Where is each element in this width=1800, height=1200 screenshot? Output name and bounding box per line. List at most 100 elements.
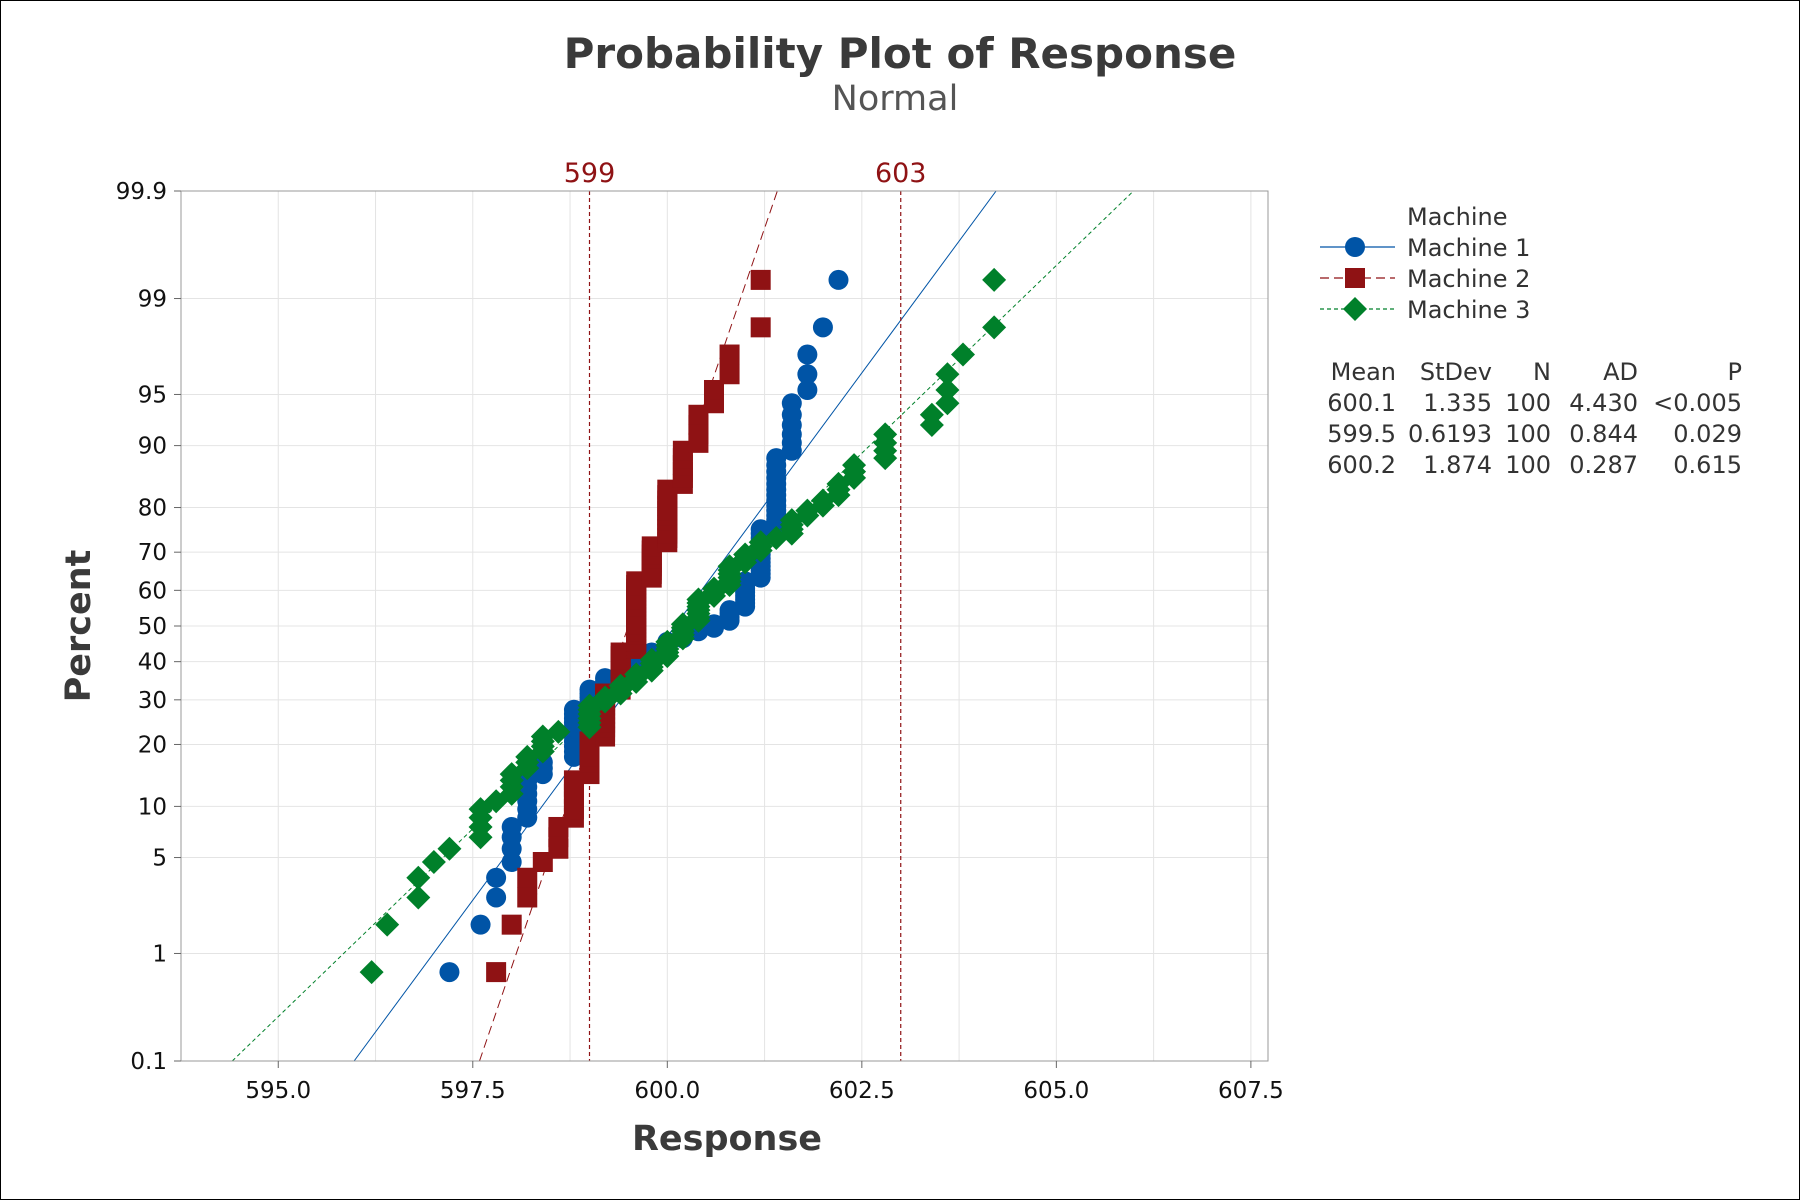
data-point-machine-2	[626, 571, 647, 592]
data-point-machine-1	[812, 317, 833, 338]
data-point-machine-2	[703, 379, 724, 400]
data-point-machine-2	[563, 770, 584, 791]
data-point-machine-2	[579, 731, 600, 752]
data-point-machine-3	[359, 960, 384, 985]
data-point-machine-1	[703, 614, 724, 635]
data-point-machine-3	[499, 762, 524, 787]
stats-header: Mean	[1331, 358, 1396, 386]
y-tick-label: 95	[138, 382, 167, 408]
data-point-machine-1	[828, 269, 849, 290]
legend-marker-machine-2	[1345, 268, 1365, 288]
reference-line-label: 603	[875, 158, 927, 189]
stats-cell: 0.029	[1673, 420, 1742, 448]
stats-cell: 4.430	[1569, 389, 1638, 417]
data-point-machine-2	[719, 364, 740, 385]
stats-cell: 1.335	[1423, 389, 1492, 417]
data-point-machine-1	[486, 867, 507, 888]
data-point-machine-3	[873, 422, 898, 447]
data-point-machine-1	[486, 887, 507, 908]
x-tick-label: 607.5	[1218, 1078, 1284, 1104]
legend-label-machine-2: Machine 2	[1407, 265, 1530, 293]
stats-header: StDev	[1420, 358, 1492, 386]
data-point-machine-1	[719, 600, 740, 621]
stats-cell: 600.1	[1327, 389, 1396, 417]
data-point-machine-3	[406, 865, 431, 890]
data-point-machine-1	[470, 914, 491, 935]
data-point-machine-1	[595, 668, 616, 689]
data-point-machine-2	[610, 642, 631, 663]
stats-cell: 0.844	[1569, 420, 1638, 448]
legend-title: Machine	[1407, 203, 1507, 231]
x-tick-label: 602.5	[829, 1078, 895, 1104]
y-tick-label: 99.9	[116, 179, 167, 205]
data-point-machine-2	[641, 536, 662, 557]
legend-marker-machine-1	[1345, 237, 1365, 257]
data-point-machine-2	[657, 479, 678, 500]
data-point-machine-2	[672, 440, 693, 461]
y-tick-label: 60	[138, 578, 167, 604]
x-axis-label: Response	[632, 1119, 822, 1159]
y-tick-label: 5	[152, 846, 167, 872]
data-point-machine-2	[750, 269, 771, 290]
data-point-machine-1	[781, 393, 802, 414]
data-point-machine-1	[750, 519, 771, 540]
reference-line-label: 599	[564, 158, 616, 189]
data-point-machine-3	[919, 402, 944, 427]
data-point-machine-3	[437, 836, 462, 861]
data-point-machine-1	[439, 962, 460, 983]
x-tick-label: 595.0	[245, 1078, 311, 1104]
data-point-machine-2	[501, 914, 522, 935]
data-point-machine-3	[950, 342, 975, 367]
x-tick-label: 600.0	[634, 1078, 700, 1104]
stats-cell: 600.2	[1327, 451, 1396, 479]
chart-subtitle: Normal	[832, 79, 959, 119]
data-point-machine-1	[766, 448, 787, 469]
x-tick-label: 597.5	[440, 1078, 506, 1104]
y-tick-label: 80	[138, 496, 167, 522]
data-point-machine-3	[546, 719, 571, 744]
stats-cell: 0.287	[1569, 451, 1638, 479]
legend-marker-machine-3	[1343, 297, 1367, 321]
y-tick-label: 0.1	[130, 1049, 167, 1075]
legend-label-machine-3: Machine 3	[1407, 296, 1530, 324]
data-point-machine-3	[982, 315, 1007, 340]
y-tick-label: 30	[138, 688, 167, 714]
stats-cell: 1.874	[1423, 451, 1492, 479]
y-tick-label: 90	[138, 434, 167, 460]
data-point-machine-2	[517, 887, 538, 908]
stats-cell: 0.6193	[1408, 420, 1492, 448]
data-point-machine-3	[842, 453, 867, 478]
y-tick-label: 40	[138, 650, 167, 676]
data-point-machine-1	[579, 679, 600, 700]
data-point-machine-1	[797, 379, 818, 400]
data-point-machine-3	[935, 362, 960, 387]
legend-label-machine-1: Machine 1	[1407, 234, 1530, 262]
y-tick-label: 1	[152, 941, 167, 967]
data-point-machine-3	[375, 912, 400, 937]
stats-cell: 100	[1505, 451, 1551, 479]
stats-cell: 0.615	[1673, 451, 1742, 479]
y-tick-label: 10	[138, 794, 167, 820]
data-point-machine-3	[935, 377, 960, 402]
stats-cell: 100	[1505, 420, 1551, 448]
data-point-machine-2	[719, 344, 740, 365]
data-point-machine-2	[548, 816, 569, 837]
stats-cell: 599.5	[1327, 420, 1396, 448]
y-tick-label: 20	[138, 732, 167, 758]
stats-header: AD	[1603, 358, 1638, 386]
data-point-machine-2	[517, 867, 538, 888]
y-tick-label: 50	[138, 614, 167, 640]
data-point-machine-2	[750, 317, 771, 338]
data-point-machine-3	[982, 267, 1007, 292]
data-point-machine-3	[421, 850, 446, 875]
y-tick-label: 99	[138, 287, 167, 313]
data-point-machine-3	[935, 391, 960, 416]
data-point-machine-1	[501, 816, 522, 837]
chart-title: Probability Plot of Response	[564, 29, 1237, 78]
data-point-machine-3	[406, 885, 431, 910]
stats-cell: 100	[1505, 389, 1551, 417]
stats-header: N	[1533, 358, 1551, 386]
data-point-machine-2	[688, 404, 709, 425]
stats-header: P	[1728, 358, 1742, 386]
